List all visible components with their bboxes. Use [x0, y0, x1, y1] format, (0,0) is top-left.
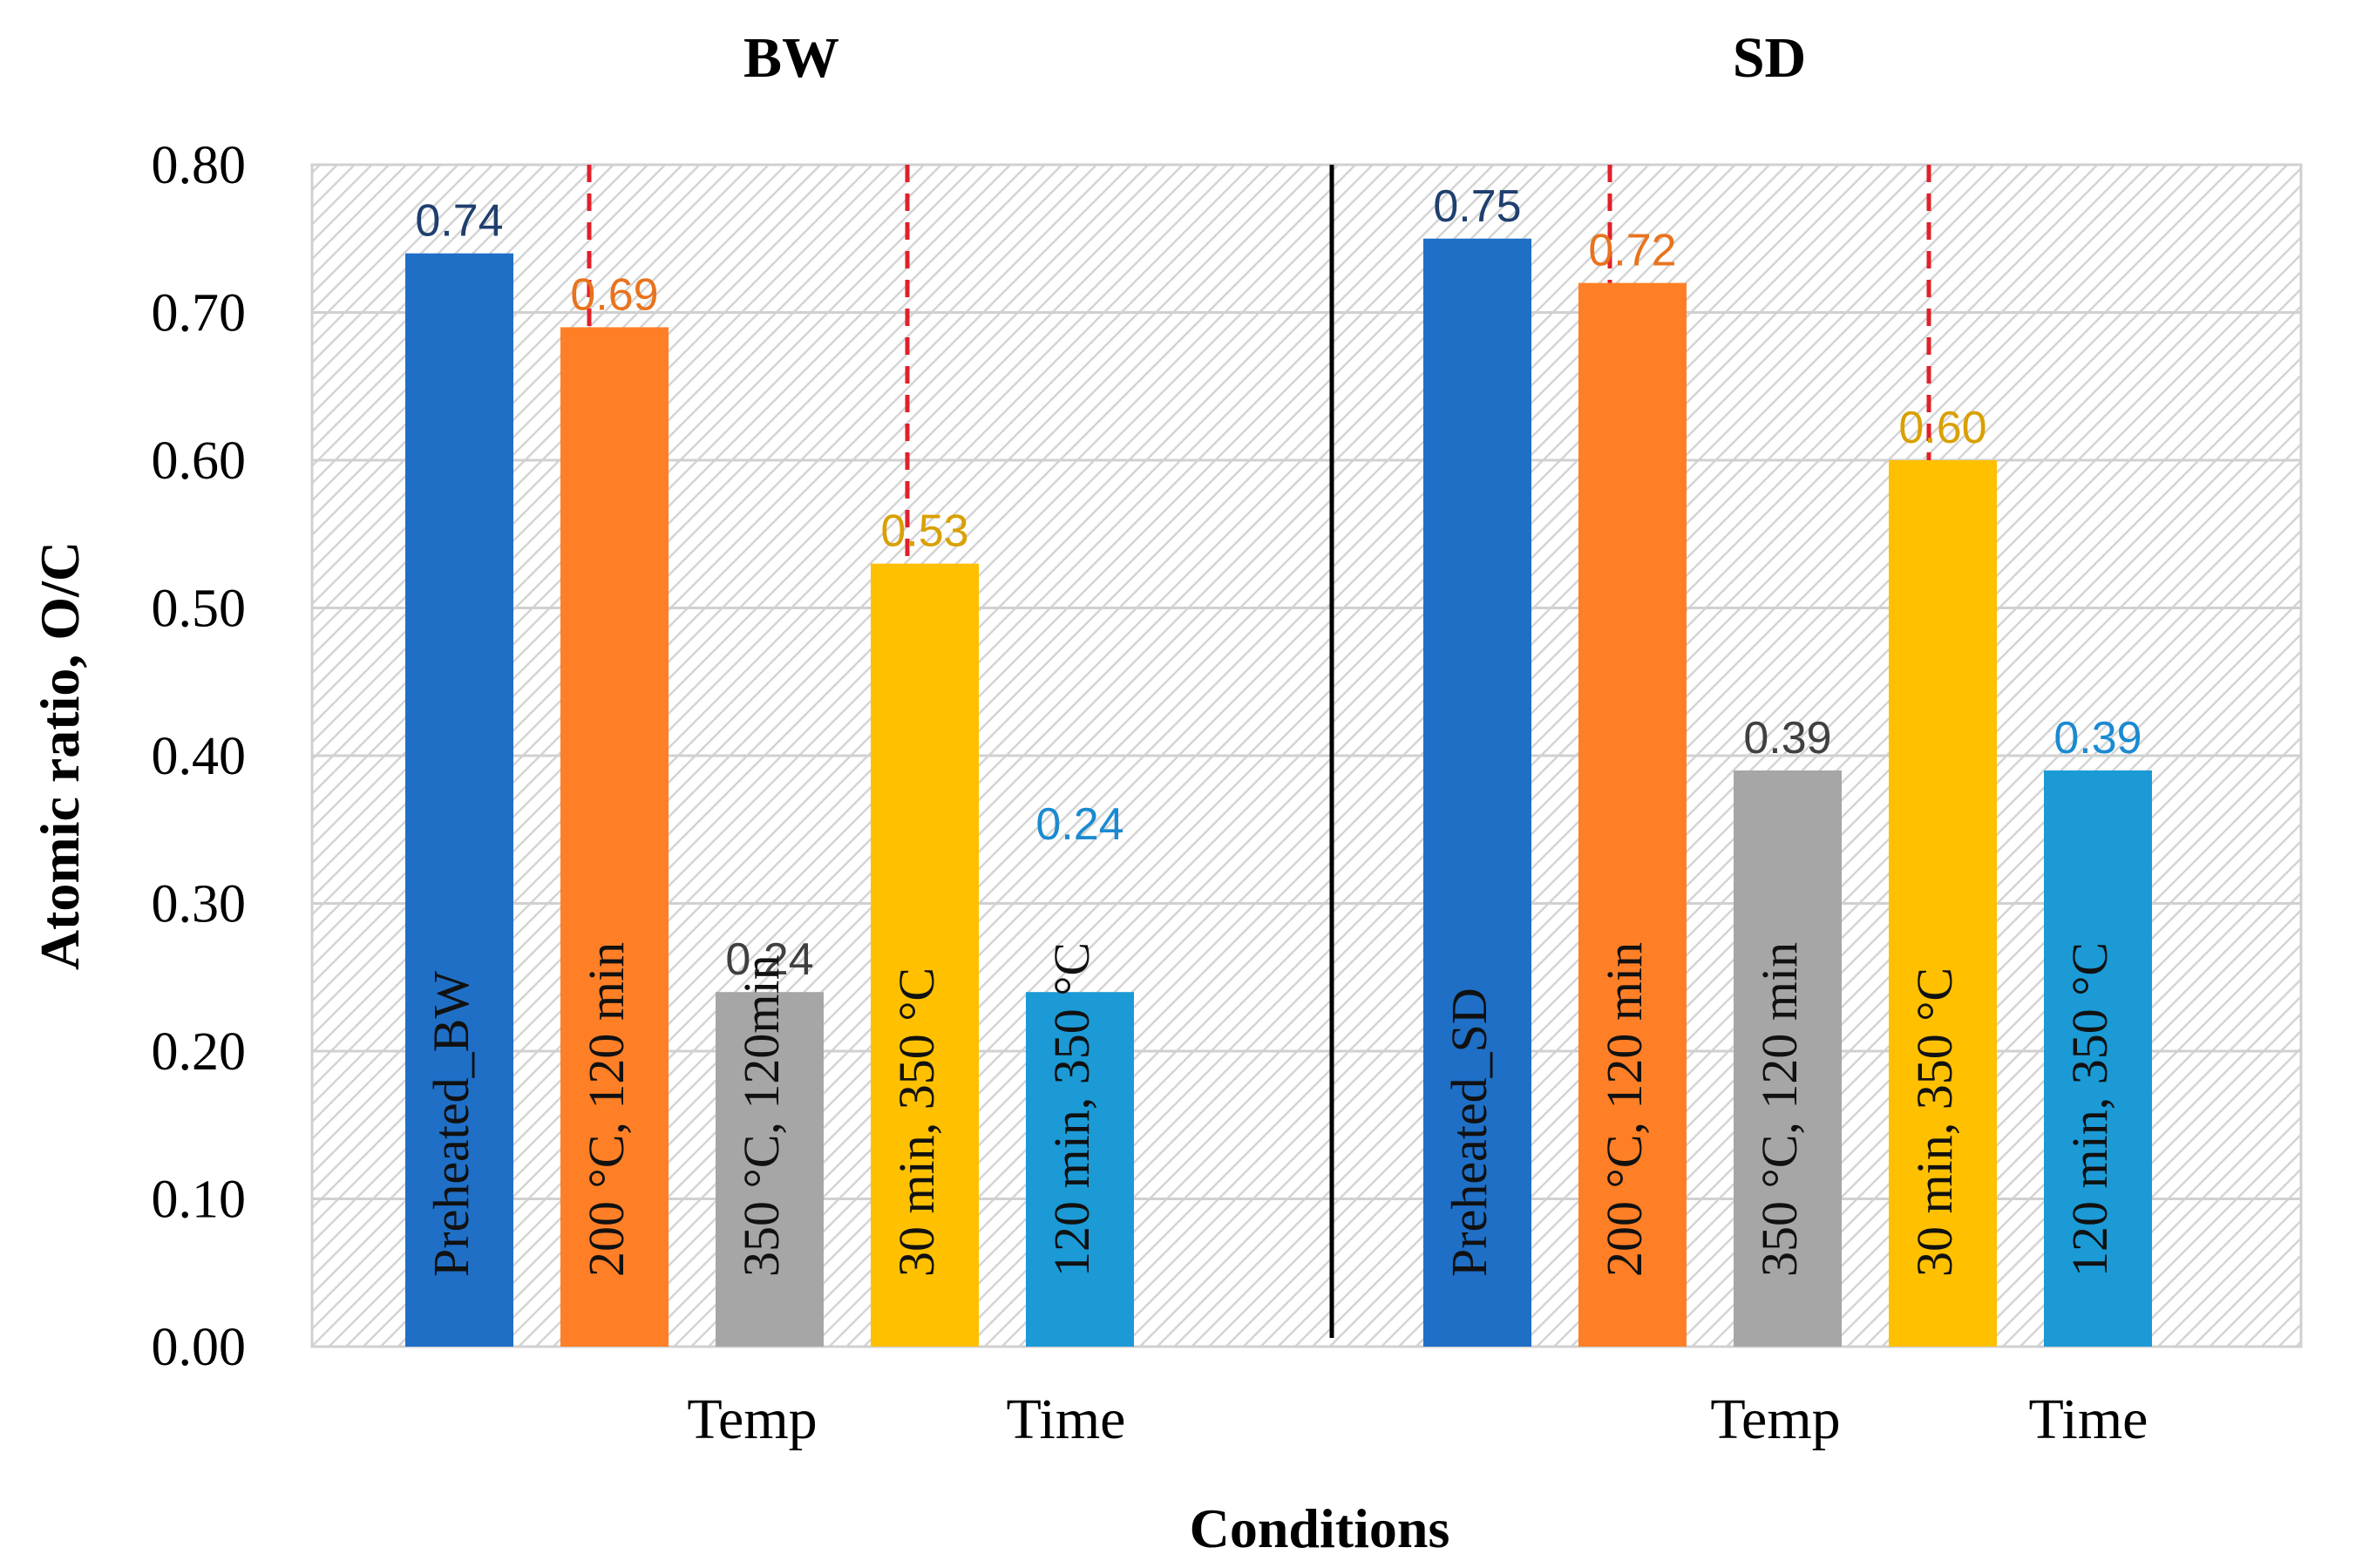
- bar-bw-3: [871, 563, 979, 1347]
- bar-bw-1: [560, 327, 669, 1347]
- y-tick-label: 0.30: [152, 875, 247, 934]
- bar-category-label: 30 min, 350 °C: [888, 967, 945, 1277]
- y-tick-label: 0.40: [152, 727, 247, 786]
- y-tick-label: 0.80: [152, 136, 247, 195]
- value-label: 0.39: [2053, 713, 2142, 764]
- bar-category-label: Preheated_BW: [423, 971, 479, 1277]
- bar-category-label: 120 min, 350 °C: [1043, 942, 1100, 1277]
- bar-sd-0: [1423, 238, 1531, 1347]
- bar-category-label: 350 °C, 120min: [733, 954, 790, 1277]
- value-label: 0.53: [880, 506, 968, 557]
- bar-sd-3: [1889, 460, 1997, 1347]
- value-label: 0.72: [1588, 226, 1676, 276]
- value-label: 0.39: [1743, 713, 1831, 764]
- bar-category-label: 200 °C, 120 min: [1596, 942, 1653, 1277]
- y-tick-label: 0.50: [152, 580, 247, 639]
- bar-category-label: 350 °C, 120 min: [1751, 942, 1808, 1277]
- value-label: 0.60: [1898, 403, 1986, 453]
- group-title-sd: SD: [1733, 26, 1806, 90]
- y-tick-label: 0.20: [152, 1022, 247, 1082]
- bar-category-label: 120 min, 350 °C: [2061, 942, 2118, 1277]
- value-label: 0.69: [570, 269, 658, 320]
- bars: [405, 238, 2152, 1347]
- y-tick-label: 0.00: [152, 1318, 247, 1377]
- bar-bw-0: [405, 253, 513, 1347]
- sublabel-bw-temp: Temp: [687, 1388, 817, 1451]
- y-axis-title: Atomic ratio, O/C: [29, 541, 91, 970]
- bar-category-label: 200 °C, 120 min: [578, 942, 635, 1277]
- bar-sd-4: [2044, 770, 2152, 1347]
- y-tick-label: 0.60: [152, 431, 247, 491]
- bar-category-label: Preheated_SD: [1441, 988, 1497, 1277]
- value-label: 0.24: [1035, 799, 1123, 850]
- group-title-bw: BW: [743, 26, 839, 90]
- value-label: 0.75: [1433, 181, 1521, 232]
- value-label: 0.74: [415, 196, 503, 247]
- x-axis-title: Conditions: [1190, 1497, 1450, 1559]
- y-tick-label: 0.70: [152, 284, 247, 343]
- bar-bw-2: [716, 992, 824, 1347]
- sublabel-sd-time: Time: [2029, 1388, 2148, 1451]
- sublabel-sd-temp: Temp: [1710, 1388, 1840, 1451]
- y-tick-label: 0.10: [152, 1171, 247, 1230]
- y-axis-ticks: 0.00 0.10 0.20 0.30 0.40 0.50 0.60 0.70 0.80: [152, 136, 247, 1377]
- bar-bw-4: [1026, 992, 1134, 1347]
- bar-sd-1: [1578, 282, 1687, 1347]
- value-label: 0.24: [725, 934, 813, 985]
- bar-sd-2: [1734, 770, 1842, 1347]
- bar-category-label: 30 min, 350 °C: [1906, 967, 1963, 1277]
- sublabel-bw-time: Time: [1007, 1388, 1126, 1451]
